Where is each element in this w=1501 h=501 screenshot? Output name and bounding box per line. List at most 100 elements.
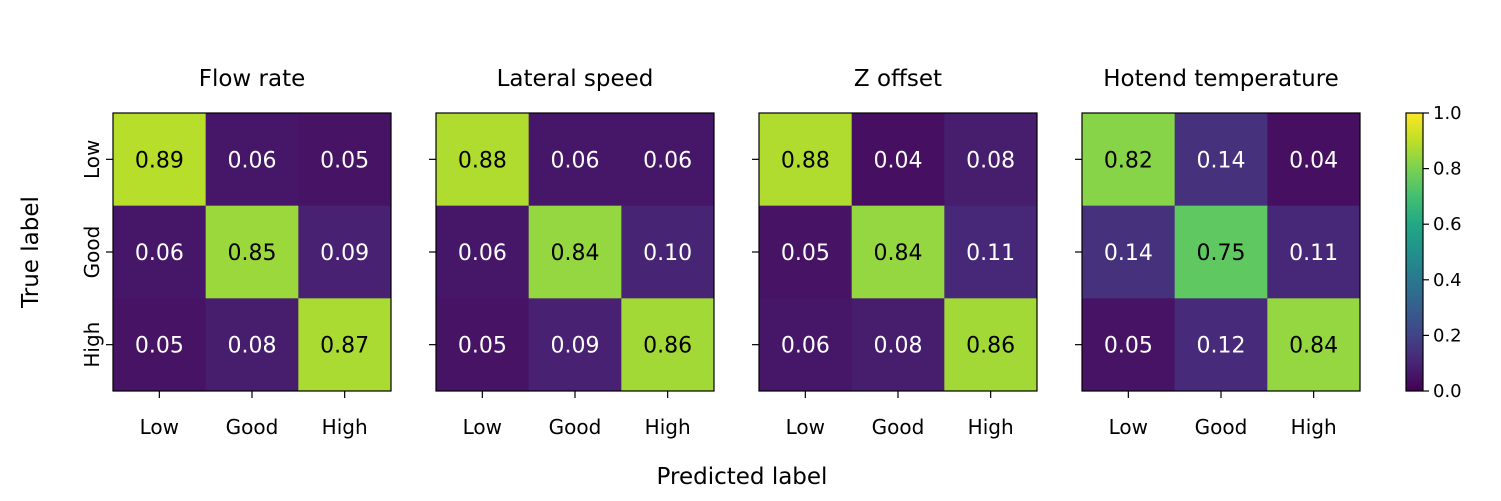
heatmap-cell	[621, 113, 715, 207]
cell-label: 0.06	[458, 241, 507, 266]
panel-1: Flow rate 0.89 0.06 0.05 0.06 0.85 0.09 0.05 0.0…	[80, 66, 392, 439]
heatmap-cell	[759, 113, 853, 207]
cell-label: 0.88	[781, 148, 830, 173]
x-tick-label: Low	[140, 415, 179, 439]
heatmap-cell	[851, 113, 945, 207]
colorbar-tick-label: 0.8	[1433, 159, 1462, 180]
panel-title: Z offset	[854, 66, 942, 92]
colorbar-tick-label: 0.6	[1433, 214, 1462, 235]
cell-label: 0.09	[320, 241, 369, 266]
x-axis-label: Predicted label	[657, 464, 828, 490]
heatmap-cell	[944, 298, 1038, 392]
panel-2: Lateral speed 0.88 0.06 0.06 0.06 0.84 0.10 0.0…	[429, 66, 715, 439]
heatmap-cell	[113, 113, 207, 207]
colorbar-tick-label: 1.0	[1433, 103, 1462, 124]
x-tick-label: Low	[786, 415, 825, 439]
cell-label: 0.86	[966, 334, 1015, 359]
cell-label: 0.06	[135, 241, 184, 266]
heatmap-cell	[851, 205, 945, 299]
cell-label: 0.88	[458, 148, 507, 173]
heatmap-cell	[528, 113, 622, 207]
heatmap-cell	[113, 298, 207, 392]
x-tick-label: Low	[1109, 415, 1148, 439]
y-tick-label: Low	[80, 140, 104, 179]
heatmap-cell	[759, 205, 853, 299]
colorbar-tick-label: 0.4	[1433, 270, 1462, 291]
panel-title: Lateral speed	[497, 66, 654, 92]
heatmap-cell	[1174, 113, 1268, 207]
heatmap-cell	[1082, 205, 1176, 299]
heatmap-cell	[298, 298, 392, 392]
y-tick-label: High	[80, 322, 104, 368]
heatmap-cell	[944, 205, 1038, 299]
heatmap-cell	[1267, 298, 1361, 392]
heatmap-cell	[436, 205, 530, 299]
cell-label: 0.87	[320, 334, 369, 359]
colorbar-tick-label: 0.0	[1433, 381, 1462, 402]
heatmap-cell	[1082, 298, 1176, 392]
x-tick-label: Good	[226, 415, 279, 439]
cell-label: 0.14	[1197, 148, 1246, 173]
cell-label: 0.05	[781, 241, 830, 266]
x-tick-label: High	[968, 415, 1014, 439]
cell-label: 0.08	[966, 148, 1015, 173]
heatmap-cell	[621, 205, 715, 299]
panel-3: Z offset 0.88 0.04 0.08 0.05 0.84 0.11 0.06 0.08…	[752, 66, 1038, 439]
heatmap-cell	[528, 298, 622, 392]
cell-label: 0.10	[643, 241, 692, 266]
cell-label: 0.06	[551, 148, 600, 173]
cell-label: 0.05	[135, 334, 184, 359]
colorbar-gradient	[1406, 113, 1423, 391]
cell-label: 0.04	[874, 148, 923, 173]
x-tick-label: Good	[872, 415, 925, 439]
cell-label: 0.08	[874, 334, 923, 359]
cell-label: 0.82	[1104, 148, 1153, 173]
heatmap-cell	[621, 298, 715, 392]
colorbar-frame	[1405, 112, 1424, 392]
panel-title: Hotend temperature	[1103, 66, 1339, 92]
cell-label: 0.06	[781, 334, 830, 359]
heatmap-cell	[436, 298, 530, 392]
cell-label: 0.06	[643, 148, 692, 173]
cell-label: 0.84	[1289, 334, 1338, 359]
cell-label: 0.08	[228, 334, 277, 359]
heatmap-cell	[205, 113, 299, 207]
cell-label: 0.75	[1197, 241, 1246, 266]
heatmap-cell	[1267, 113, 1361, 207]
panel-4: Hotend temperature 0.82 0.14 0.04 0.14 0.75 0.…	[1075, 66, 1361, 439]
heatmap-cell	[759, 298, 853, 392]
colorbar: 0.0 0.2 0.4 0.6 0.8 1.0	[1405, 103, 1462, 402]
heatmap-cell	[205, 298, 299, 392]
heatmap-cell	[528, 205, 622, 299]
heatmap-cell	[1174, 205, 1268, 299]
x-tick-label: High	[645, 415, 691, 439]
cell-label: 0.09	[551, 334, 600, 359]
cell-label: 0.05	[320, 148, 369, 173]
x-tick-label: High	[1291, 415, 1337, 439]
cell-label: 0.05	[458, 334, 507, 359]
heatmap-cell	[298, 113, 392, 207]
cell-label: 0.84	[874, 241, 923, 266]
x-tick-label: Good	[1195, 415, 1248, 439]
heatmap-cell	[944, 113, 1038, 207]
panels-group: Flow rate 0.89 0.06 0.05 0.06 0.85 0.09 0.05 0.0…	[80, 66, 1361, 439]
cell-label: 0.11	[966, 241, 1015, 266]
heatmap-cell	[436, 113, 530, 207]
cell-label: 0.85	[228, 241, 277, 266]
cell-label: 0.14	[1104, 241, 1153, 266]
cell-label: 0.86	[643, 334, 692, 359]
cell-label: 0.12	[1197, 334, 1246, 359]
x-tick-label: High	[322, 415, 368, 439]
panel-title: Flow rate	[199, 66, 306, 92]
cell-label: 0.04	[1289, 148, 1338, 173]
cell-label: 0.06	[228, 148, 277, 173]
heatmap-cell	[205, 205, 299, 299]
heatmap-cell	[1267, 205, 1361, 299]
cell-label: 0.84	[551, 241, 600, 266]
cell-label: 0.11	[1289, 241, 1338, 266]
x-tick-label: Good	[549, 415, 602, 439]
heatmap-cell	[1082, 113, 1176, 207]
heatmap-cell	[113, 205, 207, 299]
y-tick-label: Good	[80, 226, 104, 279]
